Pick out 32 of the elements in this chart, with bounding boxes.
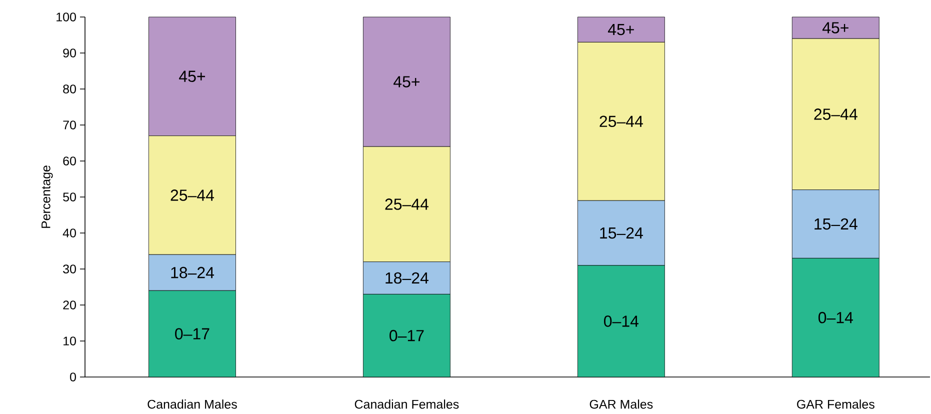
data-label: 45+ [394,76,420,88]
y-tick-label: 10 [64,336,76,346]
y-tick-label: 20 [63,300,76,310]
data-label: 45+ [179,70,206,82]
data-label: 25–44 [170,190,214,201]
data-label: 0–14 [818,312,853,324]
data-label: 15–24 [814,218,858,230]
data-label: 25–44 [814,108,858,120]
data-label: 15–24 [600,227,643,239]
y-tick-label: 30 [63,264,76,274]
y-tick-label: 0 [70,372,76,382]
data-label: 25–44 [385,198,428,210]
x-tick-label: GAR Males [590,400,653,409]
x-tick-label: GAR Females [797,400,874,409]
data-label: 45+ [608,24,634,36]
y-tick-label: 50 [63,192,76,202]
data-label: 0–17 [175,328,210,340]
x-tick-label: Canadian Females [354,400,459,409]
data-label: 25–44 [600,116,643,128]
y-tick-label: 70 [63,120,76,130]
y-tick-label: 40 [62,228,76,238]
y-tick-label: 90 [63,48,76,58]
y-tick-label: 100 [56,12,76,22]
y-tick-label: 80 [63,84,76,94]
y-tick-label: 60 [63,156,76,166]
data-label: 18–24 [386,272,428,284]
x-tick-label: Canadian Males [148,400,237,409]
y-axis-title: Percentage [42,166,53,228]
data-label: 0–17 [390,330,424,342]
data-label: 45+ [822,22,848,34]
data-label: 0–14 [604,316,639,327]
data-label: 18–24 [171,266,214,278]
